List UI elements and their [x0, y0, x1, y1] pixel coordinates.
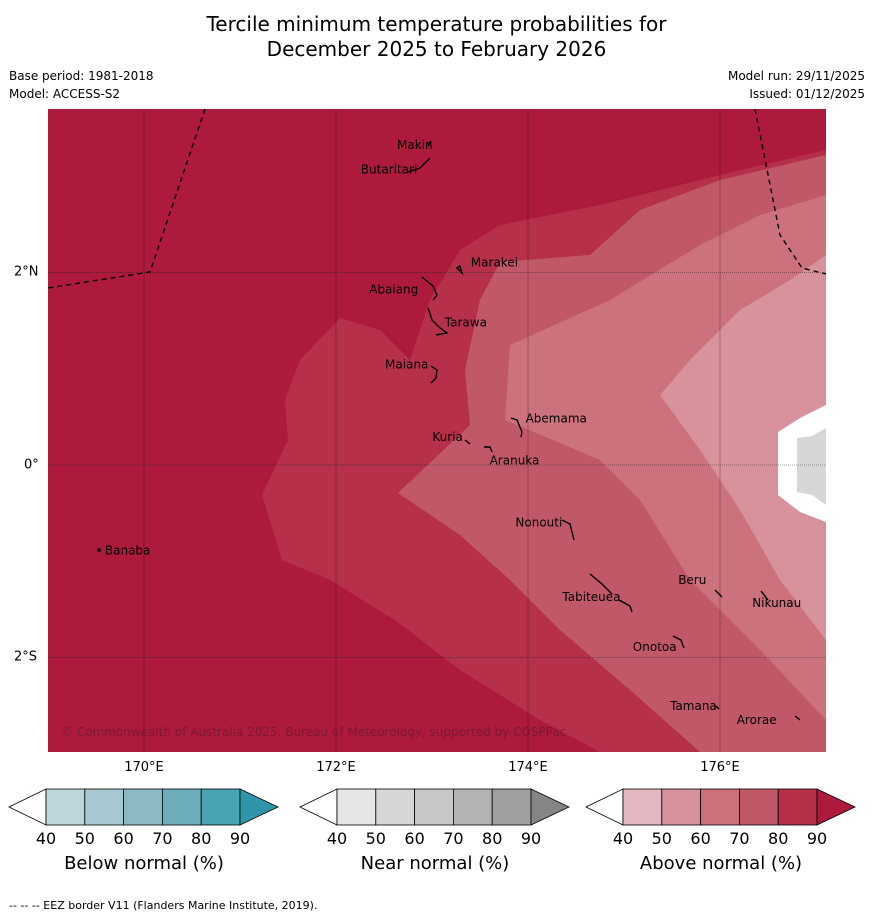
colorbar-segment [452, 788, 493, 826]
island-label-banaba: Banaba [105, 544, 151, 558]
colorbar-extend-low [8, 788, 47, 826]
colorbar-segment [738, 788, 779, 826]
island-label-makin: Makin [397, 138, 433, 152]
colorbar-tick-label: 40 [326, 829, 348, 848]
colorbar-tick-label: 60 [404, 829, 425, 848]
colorbar-segment [777, 788, 818, 826]
colorbar-tick-label: 70 [152, 829, 173, 848]
lon-label-170e: 170°E [124, 760, 164, 775]
colorbar-segment [375, 788, 416, 826]
island-label-kuria: Kuria [432, 430, 463, 444]
island-label-tamana: Tamana [669, 699, 717, 713]
eez-border [47, 108, 827, 289]
near-normal-patch [797, 428, 826, 505]
colorbar-segment [123, 788, 163, 826]
colorbar-tick-label: 90 [229, 829, 251, 848]
colorbar-extend-high [530, 788, 570, 826]
colorbar-tick-label: 70 [729, 829, 750, 848]
island-label-abemama: Abemama [526, 411, 587, 425]
colorbar-tick-label: 50 [365, 829, 386, 848]
colorbar-tick-label: 60 [113, 829, 134, 848]
island-label-tarawa: Tarawa [444, 315, 487, 329]
colorbar-above-normal [585, 788, 856, 826]
island-label-nikunau: Nikunau [752, 596, 801, 610]
colorbar-segment [622, 788, 663, 826]
copyright-notice: © Commonwealth of Australia 2025, Bureau… [61, 725, 566, 739]
colorbar-tick-label: 70 [443, 829, 464, 848]
colorbar-label-near-normal: Near normal (%) [360, 853, 510, 874]
colorbar-segment [661, 788, 702, 826]
probability-fill [48, 109, 826, 752]
colorbar-tick-label: 90 [806, 829, 828, 848]
graticule [48, 109, 826, 752]
eez-footnote: -- -- -- EEZ border V11 (Flanders Marine… [9, 899, 318, 912]
island-label-marakei: Marakei [471, 255, 518, 269]
base-period: Base period: 1981-2018 [9, 69, 154, 83]
colorbar-tick-label: 50 [74, 829, 95, 848]
island-label-arorae: Arorae [737, 713, 777, 727]
colorbar-tick-label: 80 [191, 829, 212, 848]
island-labels: Makin Butaritari Marakei Abaiang Tarawa Maian… [105, 138, 801, 727]
colorbar-extend-high [239, 788, 279, 826]
island-label-tabiteuea: Tabiteuea [561, 590, 620, 604]
title-line-1: Tercile minimum temperature probabilitie… [206, 12, 667, 36]
island-label-nonouti: Nonouti [515, 516, 562, 530]
island-label-abaiang: Abaiang [369, 283, 418, 297]
lon-label-174e: 174°E [508, 760, 548, 775]
lon-label-176e: 176°E [700, 760, 740, 775]
colorbar-tick-label: 40 [35, 829, 57, 848]
model-run: Model run: 29/11/2025 [727, 69, 865, 83]
colorbar-tick-label: 80 [768, 829, 789, 848]
colorbar-segment [414, 788, 454, 826]
island-label-aranuka: Aranuka [490, 454, 540, 468]
colorbar-below-normal [8, 788, 279, 826]
colorbar-label-below-normal: Below normal (%) [64, 853, 224, 874]
meta-left: Base period: 1981-2018 Model: ACCESS-S2 [9, 67, 154, 103]
colorbar-segment [161, 788, 202, 826]
island-label-beru: Beru [678, 573, 706, 587]
island-outlines [97, 140, 801, 721]
lat-label-0: 0° [24, 457, 39, 473]
band-50 [660, 255, 826, 640]
island-label-onotoa: Onotoa [633, 640, 677, 654]
lat-label-2s: 2°S [14, 649, 38, 665]
colorbar-segment [45, 788, 86, 826]
colorbar-label-above-normal: Above normal (%) [639, 853, 803, 874]
colorbar-tick-label: 50 [651, 829, 672, 848]
colorbar-tick-label: 60 [690, 829, 711, 848]
colorbar-tick-label: 90 [520, 829, 542, 848]
lat-label-2n: 2°N [14, 264, 39, 280]
colorbar-segment [200, 788, 241, 826]
colorbar-near-normal [299, 788, 570, 826]
colorbar-tick-label: 40 [612, 829, 634, 848]
colorbar-extend-high [816, 788, 856, 826]
colorbar-segment [700, 788, 740, 826]
meta-right: Model run: 29/11/2025 Issued: 01/12/2025 [728, 67, 865, 103]
model-name: Model: ACCESS-S2 [9, 87, 121, 101]
map-title: Tercile minimum temperature probabilitie… [0, 12, 873, 62]
colorbar-tick-label: 80 [482, 829, 503, 848]
colorbar-extend-low [585, 788, 624, 826]
island-label-butaritari: Butaritari [361, 162, 418, 176]
issued-date: Issued: 01/12/2025 [749, 87, 865, 101]
colorbar-segment [491, 788, 532, 826]
lon-label-172e: 172°E [316, 760, 356, 775]
title-line-2: December 2025 to February 2026 [266, 37, 607, 61]
island-label-maiana: Maiana [385, 358, 428, 372]
colorbar-segment [84, 788, 125, 826]
colorbar-extend-low [299, 788, 338, 826]
colorbar-segment [336, 788, 377, 826]
